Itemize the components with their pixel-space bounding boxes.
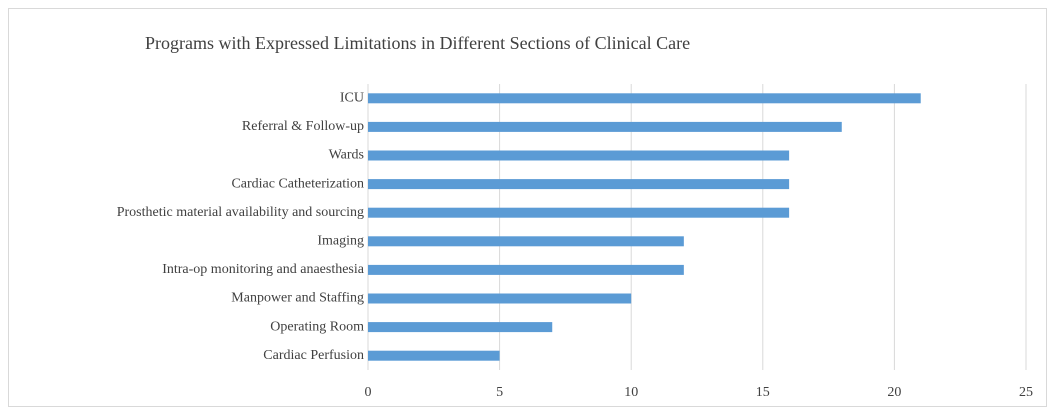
y-tick-label: Cardiac Catheterization (231, 176, 364, 191)
y-tick-label: Manpower and Staffing (231, 291, 364, 306)
y-tick-label: ICU (340, 91, 364, 106)
bar (368, 236, 684, 247)
y-tick-label: Prosthetic material availability and sou… (117, 205, 364, 220)
y-tick-label: Intra-op monitoring and anaesthesia (162, 262, 365, 277)
bar (368, 322, 553, 333)
bar (368, 293, 632, 304)
chart-title: Programs with Expressed Limitations in D… (145, 33, 690, 53)
bar (368, 264, 684, 275)
bar (368, 121, 842, 132)
x-tick-label: 20 (887, 385, 901, 400)
x-tick-label: 0 (365, 385, 372, 400)
y-tick-label: Imaging (317, 234, 364, 249)
y-tick-label: Referral & Follow-up (242, 119, 364, 134)
bar (368, 93, 921, 104)
bar (368, 207, 790, 218)
x-tick-label: 10 (624, 385, 638, 400)
y-tick-label: Operating Room (270, 319, 364, 334)
x-tick-label: 5 (496, 385, 503, 400)
bar (368, 179, 790, 190)
bar (368, 150, 790, 161)
y-tick-label: Wards (329, 148, 364, 163)
bar (368, 350, 500, 361)
y-tick-label: Cardiac Perfusion (263, 348, 364, 363)
x-tick-label: 25 (1019, 385, 1033, 400)
chart-frame (8, 8, 1047, 407)
x-tick-label: 15 (756, 385, 770, 400)
